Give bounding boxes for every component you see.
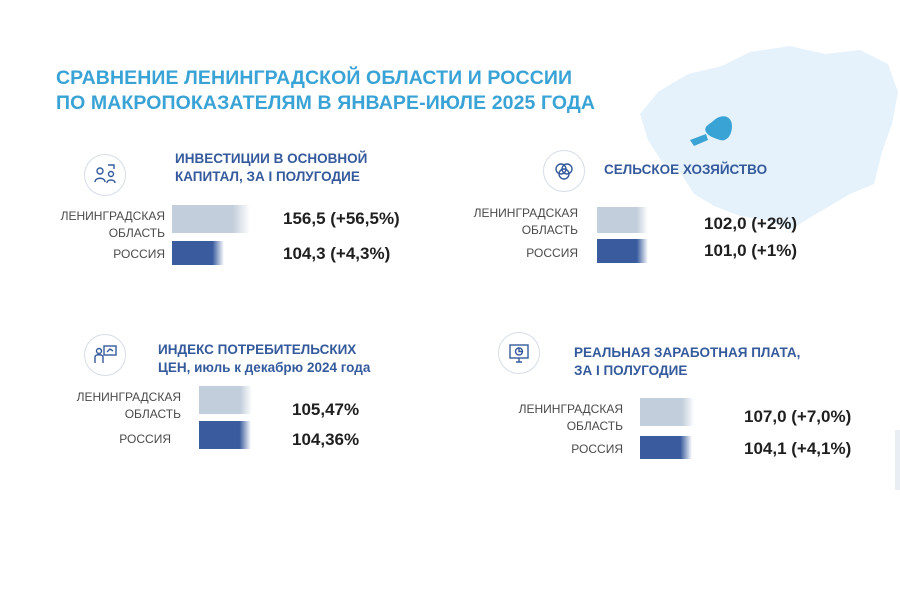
russia-label-line: РОССИЯ [113,247,165,261]
slide-edge-strip [895,430,900,490]
panel-investments-russia-bar [172,241,224,265]
panel-investments-russia-label: РОССИЯ [113,246,165,263]
region-label-line-1: ЛЕНИНГРАДСКАЯ [518,402,623,416]
panel-investments-region-bar [172,205,250,233]
panel-wages-russia-label: РОССИЯ [571,441,623,458]
panel-cpi-title-line-1: ИНДЕКС ПОТРЕБИТЕЛЬСКИХ [158,342,357,357]
panel-wages-russia-value: 104,1 (+4,1%) [744,439,852,458]
title-line-2: ПО МАКРОПОКАЗАТЕЛЯМ В ЯНВАРЕ-ИЮЛЕ 2025 Г… [56,92,596,114]
panel-cpi-russia-label: РОССИЯ [119,431,171,448]
panel-wages-title: РЕАЛЬНАЯ ЗАРАБОТНАЯ ПЛАТА, ЗА I ПОЛУГОДИ… [574,344,800,380]
panel-cpi-title-line-2: ЦЕН, июль к декабрю 2024 года [158,360,371,375]
region-label-line-2: ОБЛАСТЬ [124,407,181,421]
russia-label-line: РОССИЯ [526,246,578,260]
panel-agriculture-russia-value: 101,0 (+1%) [704,241,798,260]
presentation-icon [84,334,126,376]
page-title: СРАВНЕНИЕ ЛЕНИНГРАДСКОЙ ОБЛАСТИ И РОССИИ… [56,66,595,116]
panel-investments-russia-value: 104,3 (+4,3%) [283,244,391,263]
russia-label-line: РОССИЯ [571,442,623,456]
panel-wages-region-value: 107,0 (+7,0%) [744,407,852,426]
panel-wages-title-line-2: ЗА I ПОЛУГОДИЕ [574,363,688,378]
panel-agriculture-region-value: 102,0 (+2%) [704,214,798,233]
panel-investments-title-line-2: КАПИТАЛ, ЗА I ПОЛУГОДИЕ [175,169,360,184]
panel-agriculture-russia-bar [597,239,648,263]
panel-agriculture-russia-label: РОССИЯ [526,245,578,262]
lake-ladoga-shape [705,116,732,141]
panel-cpi-region-bar [199,386,252,414]
panel-cpi-russia-bar [199,421,251,449]
monitor-chart-icon [498,332,540,374]
panel-agriculture-title: СЕЛЬСКОЕ ХОЗЯЙСТВО [604,161,767,179]
region-label-line-1: ЛЕНИНГРАДСКАЯ [473,206,578,220]
panel-wages-region-bar [640,398,694,426]
panel-cpi-region-value: 105,47% [292,400,360,419]
region-map-icon [640,46,898,230]
region-label-line-2: ОБЛАСТЬ [566,419,623,433]
investment-people-icon [84,154,126,196]
region-map-shape [640,46,898,230]
region-label-line-1: ЛЕНИНГРАДСКАЯ [60,209,165,223]
panel-cpi-title: ИНДЕКС ПОТРЕБИТЕЛЬСКИХ ЦЕН, июль к декаб… [158,341,370,377]
panel-investments-region-value: 156,5 (+56,5%) [283,209,400,228]
panel-wages-title-line-1: РЕАЛЬНАЯ ЗАРАБОТНАЯ ПЛАТА, [574,345,801,360]
panel-cpi-region-label: ЛЕНИНГРАДСКАЯ ОБЛАСТЬ [77,389,181,423]
panel-investments-title-line-1: ИНВЕСТИЦИИ В ОСНОВНОЙ [175,151,368,166]
panel-investments-region-label: ЛЕНИНГРАДСКАЯ ОБЛАСТЬ [61,208,165,242]
panel-agriculture-region-bar [597,207,648,233]
panel-cpi-russia-value: 104,36% [292,430,360,449]
panel-agriculture-title-line-1: СЕЛЬСКОЕ ХОЗЯЙСТВО [604,162,768,177]
title-line-1: СРАВНЕНИЕ ЛЕНИНГРАДСКОЙ ОБЛАСТИ И РОССИИ [56,67,573,89]
agriculture-icon [543,150,585,192]
region-label-line-1: ЛЕНИНГРАДСКАЯ [76,390,181,404]
gulf-shape [690,134,708,146]
panel-agriculture-region-label: ЛЕНИНГРАДСКАЯ ОБЛАСТЬ [474,205,578,239]
russia-label-line: РОССИЯ [119,432,171,446]
region-label-line-2: ОБЛАСТЬ [521,223,578,237]
panel-investments-title: ИНВЕСТИЦИИ В ОСНОВНОЙ КАПИТАЛ, ЗА I ПОЛУ… [175,150,367,186]
panel-wages-russia-bar [640,436,692,459]
panel-wages-region-label: ЛЕНИНГРАДСКАЯ ОБЛАСТЬ [519,401,623,435]
region-label-line-2: ОБЛАСТЬ [108,226,165,240]
